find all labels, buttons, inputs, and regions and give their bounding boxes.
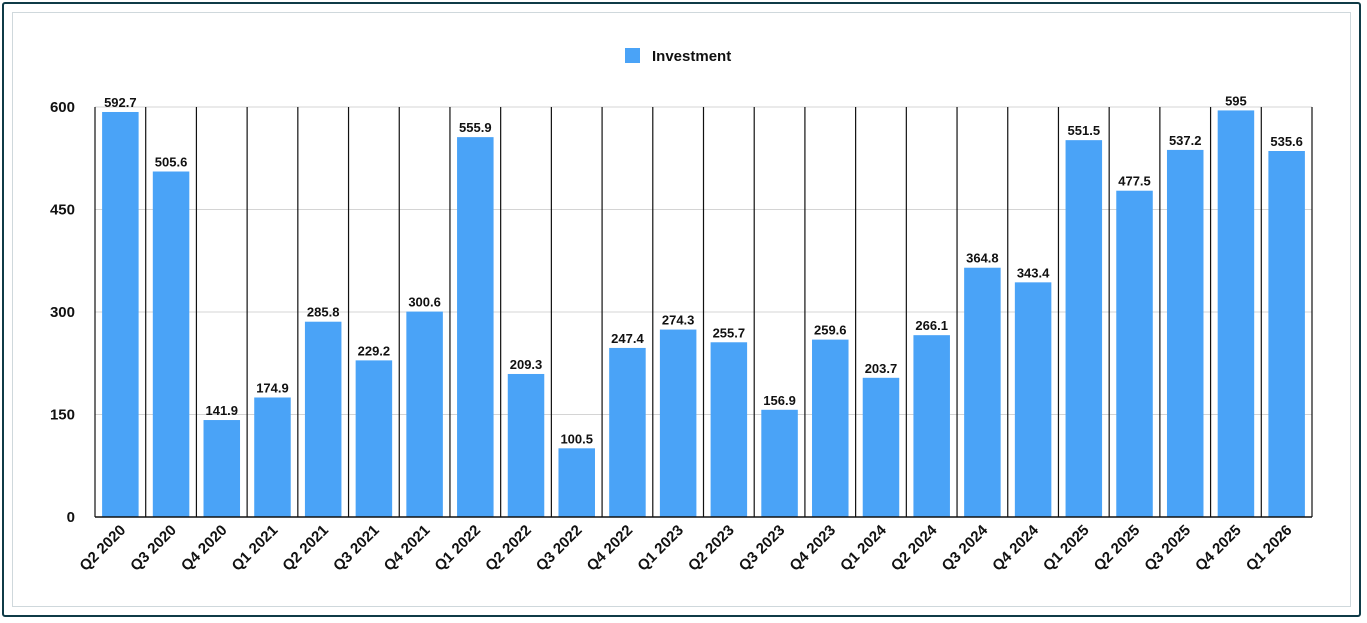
data-label: 505.6	[155, 155, 188, 170]
x-tick-label: Q1 2024	[837, 521, 890, 574]
x-tick-label: Q3 2025	[1141, 522, 1194, 575]
x-tick-label: Q4 2022	[584, 522, 637, 575]
x-tick-label: Q4 2023	[786, 522, 839, 575]
x-tick-label: Q1 2021	[229, 522, 282, 575]
data-label: 537.2	[1169, 133, 1202, 148]
data-label: 259.6	[814, 323, 847, 338]
bar	[1217, 110, 1255, 518]
y-tick-label: 600	[50, 99, 75, 116]
data-label: 274.3	[662, 313, 695, 328]
data-label: 141.9	[205, 403, 238, 418]
bar	[1166, 149, 1204, 517]
data-label: 203.7	[865, 361, 898, 376]
x-tick-label: Q2 2025	[1091, 522, 1144, 575]
x-tick-label: Q4 2025	[1192, 522, 1245, 575]
bar	[659, 329, 697, 517]
x-tick-label: Q1 2022	[431, 522, 484, 575]
y-tick-label: 150	[50, 407, 75, 424]
data-label: 266.1	[915, 318, 948, 333]
bar	[507, 373, 545, 517]
x-tick-label: Q1 2025	[1040, 522, 1093, 575]
x-tick-label: Q3 2023	[736, 522, 789, 575]
x-tick-label: Q4 2024	[989, 521, 1042, 574]
data-label: 100.5	[560, 431, 593, 446]
bar	[710, 342, 748, 517]
data-label: 229.2	[358, 343, 391, 358]
data-label: 555.9	[459, 120, 492, 135]
data-labels: 592.7 505.6 141.9 174.9 285.8 229.2 300.6 555.9…	[104, 93, 1303, 446]
y-tick-label: 0	[67, 509, 75, 526]
bar	[152, 171, 190, 518]
bar	[102, 111, 139, 517]
bar	[355, 360, 393, 517]
bar	[913, 335, 950, 517]
bar	[1065, 140, 1103, 517]
data-label: 174.9	[256, 380, 289, 395]
x-tick-label: Q2 2022	[482, 522, 535, 575]
bar	[761, 409, 798, 517]
x-tick-label: Q4 2021	[381, 522, 434, 575]
x-tick-label: Q1 2023	[634, 522, 687, 575]
bar	[304, 321, 342, 517]
x-tick-label: Q2 2023	[685, 522, 738, 575]
bar	[964, 267, 1001, 517]
bar	[1268, 151, 1305, 518]
category-dividers	[94, 107, 1313, 517]
bars	[102, 110, 1305, 518]
x-tick-label: Q2 2020	[76, 522, 129, 575]
x-tick-label: Q2 2021	[279, 522, 332, 575]
bar	[558, 448, 595, 517]
chart-frame-inner	[12, 12, 1351, 607]
bar	[406, 311, 443, 517]
data-label: 551.5	[1068, 123, 1101, 138]
y-tick-label: 300	[50, 304, 75, 321]
x-tick-label: Q3 2024	[939, 521, 992, 574]
y-tick-labels: 0 150 300 450 600	[50, 99, 75, 526]
data-label: 477.5	[1118, 174, 1151, 189]
legend-label: Investment	[652, 48, 731, 65]
data-label: 595	[1225, 93, 1247, 108]
x-tick-label: Q3 2020	[127, 522, 180, 575]
data-label: 592.7	[104, 95, 137, 110]
bar	[1116, 190, 1153, 518]
x-tick-label: Q2 2024	[888, 521, 941, 574]
x-tick-label: Q3 2021	[330, 522, 383, 575]
x-tick-label: Q3 2022	[533, 522, 586, 575]
data-label: 364.8	[966, 251, 999, 266]
x-tick-label: Q1 2026	[1243, 522, 1296, 575]
data-label: 285.8	[307, 305, 340, 320]
data-label: 300.6	[408, 295, 441, 310]
bar	[812, 339, 849, 517]
data-label: 156.9	[763, 393, 796, 408]
data-label: 343.4	[1017, 265, 1050, 280]
x-tick-label: Q4 2020	[178, 522, 231, 575]
bar	[203, 420, 241, 517]
data-label: 247.4	[611, 331, 644, 346]
legend: Investment	[625, 48, 731, 65]
bar	[1014, 282, 1052, 517]
bar	[457, 137, 494, 517]
legend-swatch	[625, 48, 640, 63]
data-label: 255.7	[713, 325, 746, 340]
y-tick-label: 450	[50, 202, 75, 219]
data-label: 209.3	[510, 357, 543, 372]
bar	[254, 397, 291, 517]
bar	[862, 377, 900, 517]
data-label: 535.6	[1270, 134, 1303, 149]
bar	[609, 347, 646, 517]
